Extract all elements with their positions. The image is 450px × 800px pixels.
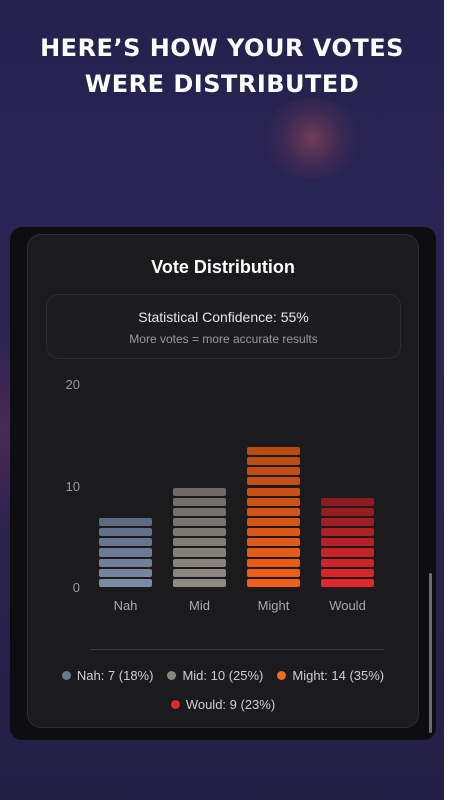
y-tick-label-10: 10 (65, 478, 80, 494)
bar-segment-mid (173, 578, 226, 587)
bar-segment-might (247, 467, 300, 476)
legend-dot-would (170, 700, 180, 709)
headline-line-1: HERE’S HOW YOUR VOTES (40, 34, 404, 62)
x-axis-label-would: Would (329, 598, 366, 613)
vote-distribution-card: Vote Distribution Statistical Confidence… (27, 234, 419, 728)
bar-segment-might (247, 558, 300, 567)
y-tick-label-0: 0 (72, 580, 80, 595)
bar-segment-might (247, 497, 300, 506)
bar-segment-might (247, 477, 300, 486)
bar-segment-might (247, 578, 300, 587)
bar-segment-nah (99, 568, 152, 577)
bar-segment-mid (173, 558, 226, 567)
bar-segment-mid (173, 497, 226, 506)
bar-segment-would (321, 507, 374, 516)
legend-label-would: Would: 9 (23%) (185, 697, 276, 712)
bar-segment-would (321, 558, 374, 567)
legend-item-would: Would: 9 (23%) (170, 697, 276, 712)
bar-segment-mid (173, 517, 226, 527)
bar-segment-would (321, 497, 374, 506)
legend-label-nah: Nah: 7 (18%) (76, 668, 154, 683)
bar-segment-would (321, 528, 374, 537)
vote-bar-chart: 0 10 20 Nah Mid Might Would (28, 235, 420, 729)
confidence-panel: Statistical Confidence: 55% More votes =… (46, 294, 401, 359)
bar-segment-might (247, 548, 300, 557)
confidence-subtitle: More votes = more accurate results (129, 332, 318, 346)
background-glow (262, 98, 362, 178)
bar-segment-would (321, 538, 374, 547)
scrollbar[interactable] (429, 573, 432, 733)
legend-item-might: Might: 14 (35%) (277, 668, 384, 683)
bar-segment-would (321, 568, 374, 577)
bar-segment-might (247, 568, 300, 577)
bar-segment-might (247, 538, 300, 547)
bar-segment-might (247, 457, 300, 466)
bar-segment-nah (99, 558, 152, 567)
legend-item-nah: Nah: 7 (18%) (61, 668, 154, 683)
legend-dot-nah (61, 671, 71, 680)
legend-label-mid: Mid: 10 (25%) (182, 668, 264, 683)
card-title: Vote Distribution (151, 257, 295, 277)
bar-segment-might (247, 507, 300, 516)
bar-segment-nah (99, 517, 152, 527)
legend-dot-might (277, 671, 287, 680)
headline-line-2: WERE DISTRIBUTED (84, 70, 360, 98)
bar-segment-would (321, 548, 374, 557)
bar-segment-mid (173, 507, 226, 516)
y-tick-label-20: 20 (65, 377, 80, 392)
bar-segment-nah (99, 538, 152, 547)
bar-segment-mid (173, 568, 226, 577)
bar-segment-nah (99, 548, 152, 557)
page-headline: HERE’S HOW YOUR VOTES WERE DISTRIBUTED (0, 30, 444, 102)
bar-segment-might (247, 528, 300, 537)
bar-segment-mid (173, 548, 226, 557)
bar-segment-nah (99, 528, 152, 537)
bar-segment-would (321, 578, 374, 587)
confidence-title: Statistical Confidence: 55% (138, 309, 309, 325)
bar-segment-might (247, 446, 300, 456)
bar-segment-mid (173, 528, 226, 537)
legend-divider (90, 649, 384, 650)
bar-segment-would (321, 517, 374, 527)
bar-segment-mid (173, 487, 226, 496)
bar-segment-might (247, 517, 300, 527)
legend-row-2: Would: 9 (23%) (28, 697, 418, 712)
legend-item-mid: Mid: 10 (25%) (167, 668, 263, 683)
bar-segment-nah (99, 578, 152, 587)
bar-segment-might (247, 487, 300, 496)
legend-row-1: Nah: 7 (18%) Mid: 10 (25%) Might: 14 (35… (28, 668, 418, 683)
bar-segment-mid (173, 538, 226, 547)
legend-label-might: Might: 14 (35%) (292, 668, 385, 683)
x-axis-label-mid: Mid (189, 598, 210, 613)
x-axis-label-nah: Nah (113, 598, 138, 613)
legend-dot-mid (167, 671, 177, 680)
x-axis-label-might: Might (257, 598, 290, 613)
